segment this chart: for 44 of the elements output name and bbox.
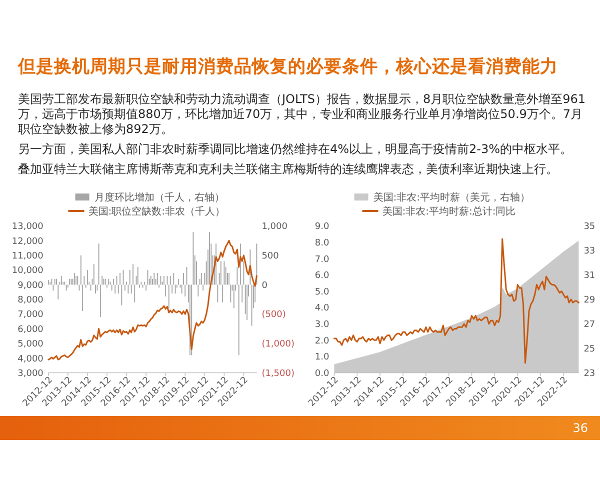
y2-tick-label: 31 <box>583 271 595 282</box>
y2-tick-label: 29 <box>583 296 595 306</box>
y-tick-label: 11,000 <box>12 252 44 262</box>
y-tick-label: 5,000 <box>18 340 44 350</box>
text: 叠加亚特兰大联储主席博斯蒂克和克利夫兰联储主席梅斯特的连续鹰牌表态，美债利率近期快速上行。 <box>18 162 559 177</box>
text: 美国劳工部发布最新职位空缺和劳动力流动调查（JOLTS）报告，数据显示，8月职位空缺数量意外增至961万，远高于市场预期值880万，环比增加近70万，其中，专业和商业服务行业单月净增岗位50.9万个。7月职位空缺数被上修为892万。 <box>18 92 586 137</box>
legend-label: 美国:职位空缺数:非农（千人） <box>88 206 225 218</box>
text: 36 <box>572 420 588 436</box>
line-series <box>48 240 258 360</box>
y2-tick-label: (1,500) <box>262 368 294 379</box>
y-tick-label: 6.0 <box>314 271 329 282</box>
y2-tick-label: 27 <box>583 320 595 330</box>
y2-tick-label: 23 <box>583 368 595 379</box>
y2-tick-label: 500 <box>262 252 280 262</box>
text: 另一方面，美国私人部门非农时薪季调同比增速仍然维持在4%以上，明显高于疫情前2-3%的中枢水平。 <box>18 142 574 157</box>
y2-tick-label: 35 <box>583 222 595 232</box>
legend-label: 美国:非农:平均时薪:总计:同比 <box>382 206 516 218</box>
y-tick-label: 3.0 <box>314 320 329 330</box>
y-tick-label: 1.0 <box>314 352 329 363</box>
y2-tick-label: 0 <box>262 280 268 291</box>
legend-label: 月度环比增加（千人，右轴） <box>94 192 224 204</box>
y-tick-label: 2.0 <box>314 336 329 346</box>
y2-tick-label: 25 <box>583 344 595 354</box>
legend-label: 美国:非农:平均时薪（美元，右轴） <box>372 192 530 204</box>
y-tick-label: 7.0 <box>314 254 329 265</box>
y-tick-label: 8.0 <box>314 238 329 248</box>
y-tick-label: 8,000 <box>18 296 44 306</box>
y2-tick-label: 1,000 <box>262 222 288 232</box>
y-tick-label: 9,000 <box>18 280 44 291</box>
y-tick-label: 3,000 <box>18 368 44 379</box>
y-tick-label: 5.0 <box>314 287 329 298</box>
y-tick-label: 4.0 <box>314 304 329 314</box>
y-tick-label: 12,000 <box>12 236 44 247</box>
text: 但是换机周期只是耐用消费品恢复的必要条件，核心还是看消费能力 <box>18 56 559 78</box>
y-tick-label: 6,000 <box>18 324 44 335</box>
y2-tick-label: (1,000) <box>262 340 294 350</box>
y2-tick-label: 33 <box>583 246 595 257</box>
y-tick-label: 9.0 <box>314 222 329 232</box>
y2-tick-label: (500) <box>262 310 286 320</box>
y-tick-label: 7,000 <box>18 310 44 320</box>
y-tick-label: 0.0 <box>314 368 329 379</box>
y-tick-label: 13,000 <box>12 222 44 232</box>
y-tick-label: 4,000 <box>18 354 44 364</box>
y-tick-label: 10,000 <box>12 266 44 276</box>
